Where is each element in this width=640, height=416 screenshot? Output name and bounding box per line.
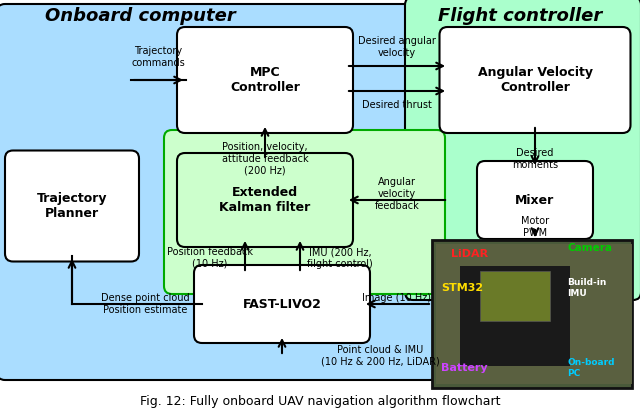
FancyBboxPatch shape — [194, 265, 370, 343]
Bar — [480, 271, 550, 321]
Text: Fig. 12: Fully onboard UAV navigation algorithm flowchart: Fig. 12: Fully onboard UAV navigation al… — [140, 396, 500, 409]
Text: Onboard computer: Onboard computer — [45, 7, 236, 25]
FancyBboxPatch shape — [405, 0, 640, 300]
Bar — [432, 240, 632, 388]
Text: Position feedback
(10 Hz): Position feedback (10 Hz) — [167, 247, 253, 269]
Text: STM32: STM32 — [441, 283, 483, 293]
Text: Angular Velocity
Controller: Angular Velocity Controller — [477, 66, 593, 94]
Text: FAST-LIVO2: FAST-LIVO2 — [243, 297, 321, 310]
Text: Desired thrust: Desired thrust — [362, 100, 432, 110]
Text: On-board
PC: On-board PC — [567, 358, 614, 378]
FancyBboxPatch shape — [177, 27, 353, 133]
Text: Mixer: Mixer — [515, 193, 555, 206]
Text: Extended
Kalman filter: Extended Kalman filter — [220, 186, 310, 214]
Text: Flight controller: Flight controller — [438, 7, 602, 25]
Bar — [436, 244, 632, 384]
Text: Image (10 Hz): Image (10 Hz) — [362, 293, 431, 303]
FancyBboxPatch shape — [5, 151, 139, 262]
Text: Trajectory
Planner: Trajectory Planner — [36, 192, 108, 220]
Text: Position, velocity,
attitude feedback
(200 Hz): Position, velocity, attitude feedback (2… — [221, 142, 308, 175]
Text: Motor
PWM: Motor PWM — [521, 216, 549, 238]
Text: Desired
moments: Desired moments — [512, 148, 558, 170]
Text: Point cloud & IMU
(10 Hz & 200 Hz, LiDAR): Point cloud & IMU (10 Hz & 200 Hz, LiDAR… — [321, 345, 440, 367]
Text: Camera: Camera — [567, 243, 612, 253]
FancyBboxPatch shape — [477, 161, 593, 239]
Text: IMU (200 Hz,
filght control): IMU (200 Hz, filght control) — [307, 247, 373, 269]
Bar — [460, 266, 570, 366]
Text: Angular
velocity
feedback: Angular velocity feedback — [374, 177, 419, 210]
Bar — [490, 271, 555, 326]
Text: Build-in
IMU: Build-in IMU — [567, 278, 606, 298]
FancyBboxPatch shape — [164, 130, 445, 294]
Text: MPC
Controller: MPC Controller — [230, 66, 300, 94]
Text: Desired angular
velocity: Desired angular velocity — [358, 36, 436, 58]
Text: Battery: Battery — [441, 363, 488, 373]
Text: LiDAR: LiDAR — [451, 249, 488, 259]
FancyBboxPatch shape — [177, 153, 353, 247]
FancyBboxPatch shape — [0, 4, 438, 380]
FancyBboxPatch shape — [440, 27, 630, 133]
Text: Dense point cloud
Position estimate: Dense point cloud Position estimate — [100, 293, 189, 315]
Text: Trajectory
commands: Trajectory commands — [131, 47, 185, 68]
